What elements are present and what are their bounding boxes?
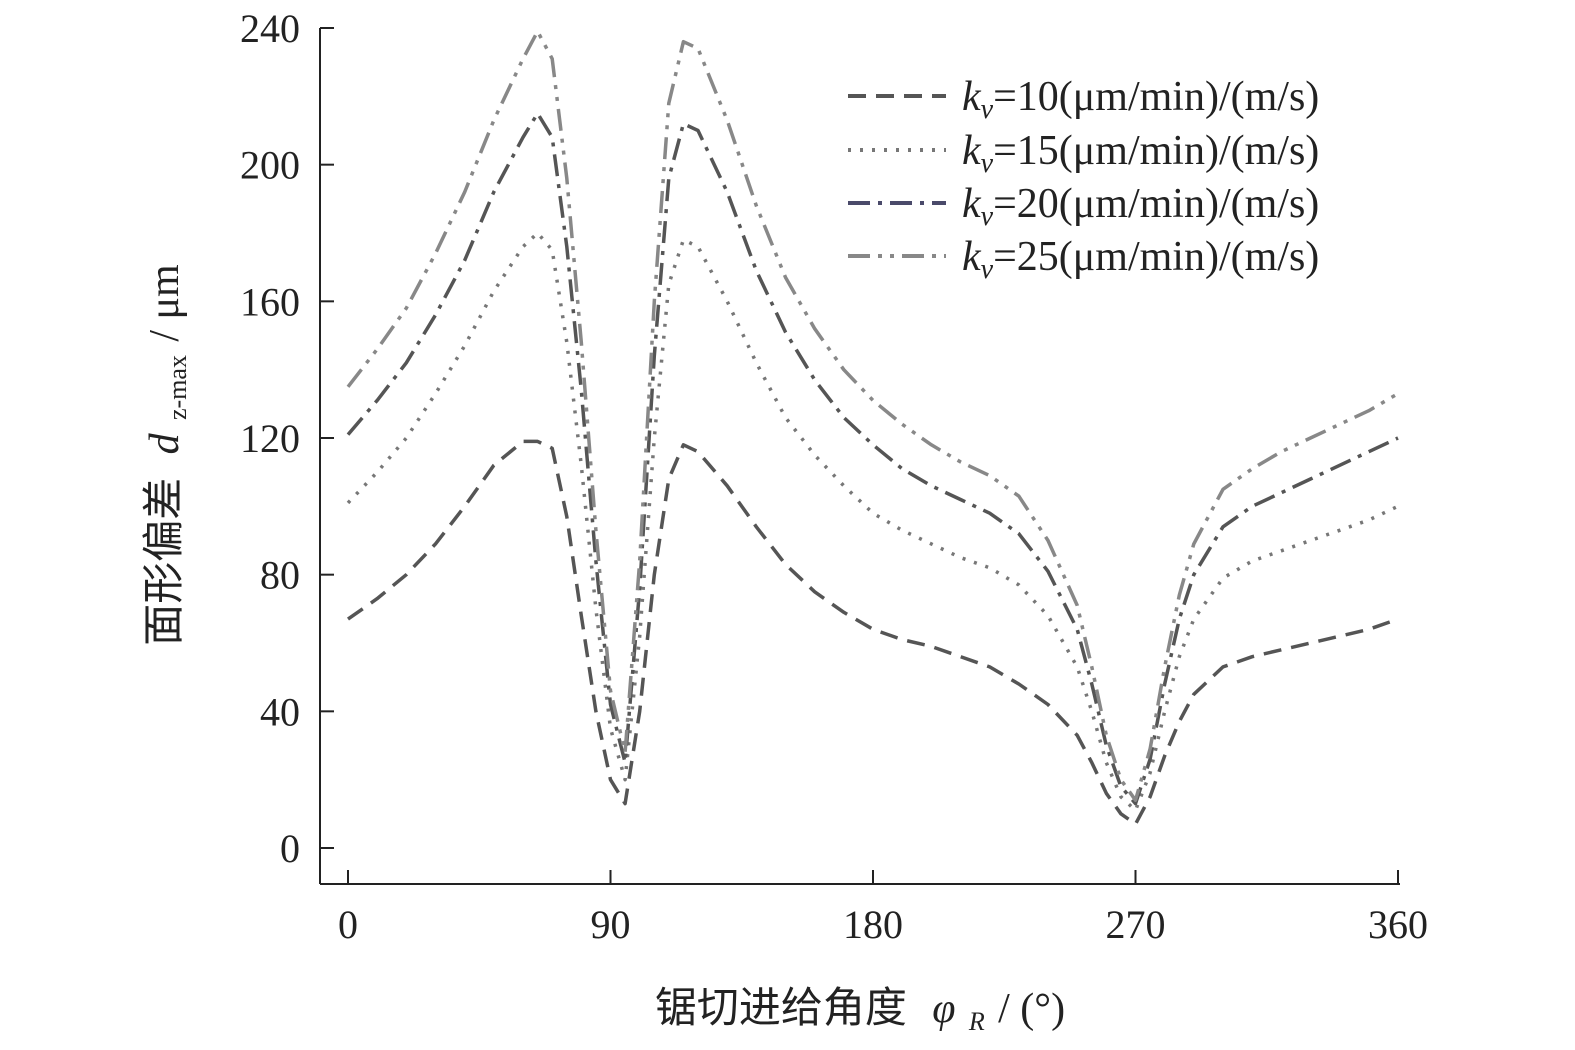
y-axis-title-unit: / μm bbox=[142, 264, 188, 342]
series-line-1 bbox=[346, 231, 1399, 813]
y-axis-title-main: 面形偏差 bbox=[139, 478, 188, 646]
legend-item-kv20: kv=20(μm/min)/(m/s) bbox=[848, 181, 1319, 232]
legend-label-kv20: kv=20(μm/min)/(m/s) bbox=[962, 181, 1319, 232]
x-tick-label: 180 bbox=[843, 902, 903, 947]
series-line-2 bbox=[346, 111, 1399, 806]
legend-label-kv15: kv=15(μm/min)/(m/s) bbox=[962, 128, 1319, 179]
x-axis-ticks: 0 90 180 270 360 bbox=[338, 870, 1428, 947]
x-axis-title-unit: / (°) bbox=[998, 986, 1065, 1032]
y-tick-label: 80 bbox=[260, 553, 300, 598]
legend-label-kv10: kv=10(μm/min)/(m/s) bbox=[962, 74, 1319, 125]
axes bbox=[319, 28, 1400, 885]
y-tick-label: 200 bbox=[240, 143, 300, 188]
y-axis-title-subscript: z-max bbox=[163, 355, 192, 420]
x-tick-label: 0 bbox=[338, 902, 358, 947]
x-axis-title: 锯切进给角度 φ R / (°) bbox=[655, 983, 1065, 1040]
series-line-3 bbox=[346, 29, 1399, 802]
series-lines bbox=[346, 29, 1399, 826]
x-axis-title-main: 锯切进给角度 bbox=[655, 983, 907, 1032]
x-tick-label: 270 bbox=[1106, 902, 1166, 947]
y-tick-label: 120 bbox=[240, 416, 300, 461]
series-line-0 bbox=[346, 439, 1399, 826]
x-axis-title-symbol: φ bbox=[932, 986, 955, 1032]
y-tick-label: 160 bbox=[240, 279, 300, 324]
x-tick-label: 90 bbox=[591, 902, 631, 947]
x-tick-label: 360 bbox=[1368, 902, 1428, 947]
x-axis-title-subscript: R bbox=[968, 1007, 985, 1036]
y-axis-title: 面形偏差 d z-max / μm bbox=[139, 264, 196, 646]
y-tick-label: 0 bbox=[280, 826, 300, 871]
y-axis-title-symbol: d bbox=[142, 432, 188, 454]
legend-item-kv10: kv=10(μm/min)/(m/s) bbox=[848, 74, 1319, 125]
legend: kv=10(μm/min)/(m/s) kv=15(μm/min)/(m/s) … bbox=[848, 74, 1319, 285]
legend-item-kv25: kv=25(μm/min)/(m/s) bbox=[848, 234, 1319, 285]
y-tick-label: 240 bbox=[240, 6, 300, 51]
legend-item-kv15: kv=15(μm/min)/(m/s) bbox=[848, 128, 1319, 179]
y-tick-label: 40 bbox=[260, 689, 300, 734]
y-axis-ticks: 0 40 80 120 160 200 240 bbox=[240, 6, 334, 871]
legend-label-kv25: kv=25(μm/min)/(m/s) bbox=[962, 234, 1319, 285]
